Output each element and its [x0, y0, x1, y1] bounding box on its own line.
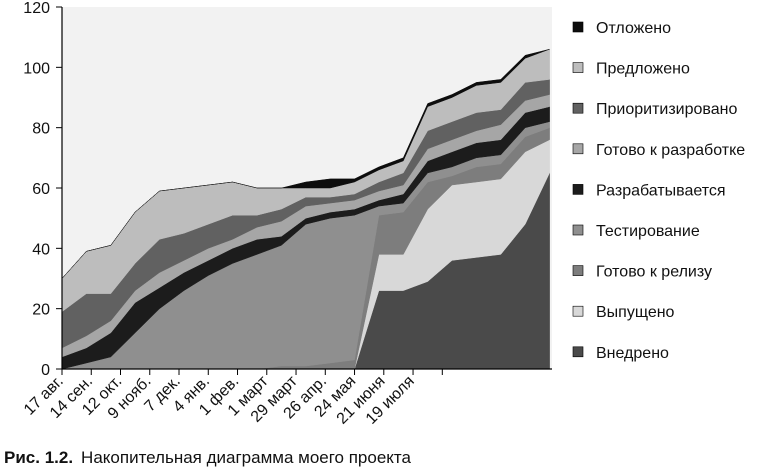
legend-label: Предложено	[596, 61, 690, 78]
y-tick-label: 60	[32, 181, 50, 198]
chart-areas	[61, 48, 550, 370]
chart-legend: Отложено Предложено Приоритизировано Готово…	[572, 20, 745, 362]
legend-label: Отложено	[596, 20, 671, 37]
legend-swatch	[572, 265, 584, 276]
legend-swatch	[572, 184, 584, 195]
y-tick-label: 0	[41, 362, 50, 379]
y-tick-label: 20	[32, 302, 50, 319]
legend-swatch	[572, 62, 584, 73]
y-tick-label: 80	[32, 121, 50, 138]
legend-swatch	[572, 143, 584, 155]
legend-swatch	[572, 224, 584, 236]
legend-label: Готово к релизу	[596, 264, 712, 281]
y-tick-label: 40	[32, 241, 50, 258]
legend-swatch	[572, 102, 584, 114]
area-9	[61, 48, 550, 279]
y-tick-label: 120	[23, 0, 50, 17]
legend-swatch	[572, 346, 584, 358]
caption-prefix: Рис. 1.2.	[4, 448, 74, 467]
legend-label: Готово к разработке	[596, 142, 745, 159]
figure-caption: Рис. 1.2. Накопительная диаграмма моего п…	[4, 448, 411, 468]
y-tick-label: 100	[23, 60, 50, 77]
legend-label: Тестирование	[596, 223, 700, 240]
legend-swatch	[572, 305, 584, 317]
caption-text: Накопительная диаграмма моего проекта	[81, 448, 411, 467]
legend-label: Внедрено	[596, 345, 669, 362]
legend-swatch	[572, 21, 584, 33]
legend-label: Выпущено	[596, 304, 675, 321]
legend-label: Приоритизировано	[596, 101, 737, 118]
legend-label: Разрабатывается	[596, 182, 726, 199]
